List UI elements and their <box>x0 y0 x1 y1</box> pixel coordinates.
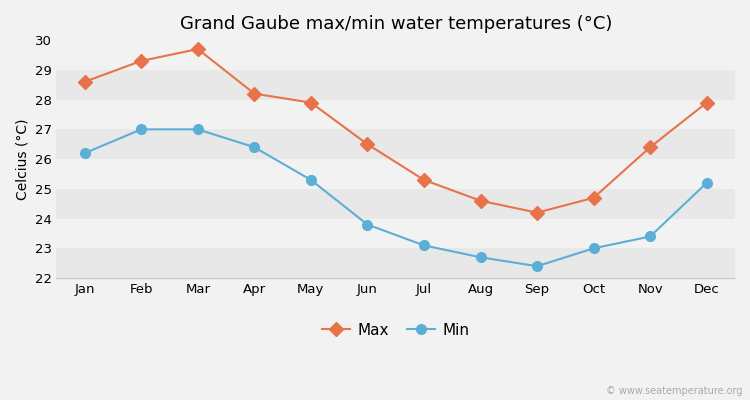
Y-axis label: Celcius (°C): Celcius (°C) <box>15 118 29 200</box>
Min <box>702 180 711 185</box>
Min <box>80 151 89 156</box>
Max <box>250 91 259 96</box>
Bar <box>56 100 735 129</box>
Max <box>590 195 598 200</box>
Min <box>476 255 485 260</box>
Max <box>419 178 428 182</box>
Text: © www.seatemperature.org: © www.seatemperature.org <box>606 386 742 396</box>
Min <box>532 264 542 268</box>
Max <box>136 58 146 63</box>
Min <box>307 178 316 182</box>
Max <box>532 210 542 215</box>
Line: Max: Max <box>80 44 712 218</box>
Min <box>646 234 655 239</box>
Bar <box>56 40 735 70</box>
Line: Min: Min <box>80 124 712 271</box>
Max <box>80 79 89 84</box>
Min <box>194 127 202 132</box>
Max <box>363 142 372 147</box>
Bar <box>56 248 735 278</box>
Bar <box>56 189 735 219</box>
Bar <box>56 159 735 189</box>
Min <box>363 222 372 227</box>
Min <box>419 243 428 248</box>
Bar <box>56 70 735 100</box>
Max <box>476 198 485 203</box>
Bar <box>56 219 735 248</box>
Max <box>307 100 316 105</box>
Min <box>590 246 598 251</box>
Min <box>136 127 146 132</box>
Min <box>250 145 259 150</box>
Title: Grand Gaube max/min water temperatures (°C): Grand Gaube max/min water temperatures (… <box>179 15 612 33</box>
Max <box>646 145 655 150</box>
Max <box>702 100 711 105</box>
Bar <box>56 129 735 159</box>
Legend: Max, Min: Max, Min <box>316 317 476 344</box>
Max <box>194 47 202 52</box>
